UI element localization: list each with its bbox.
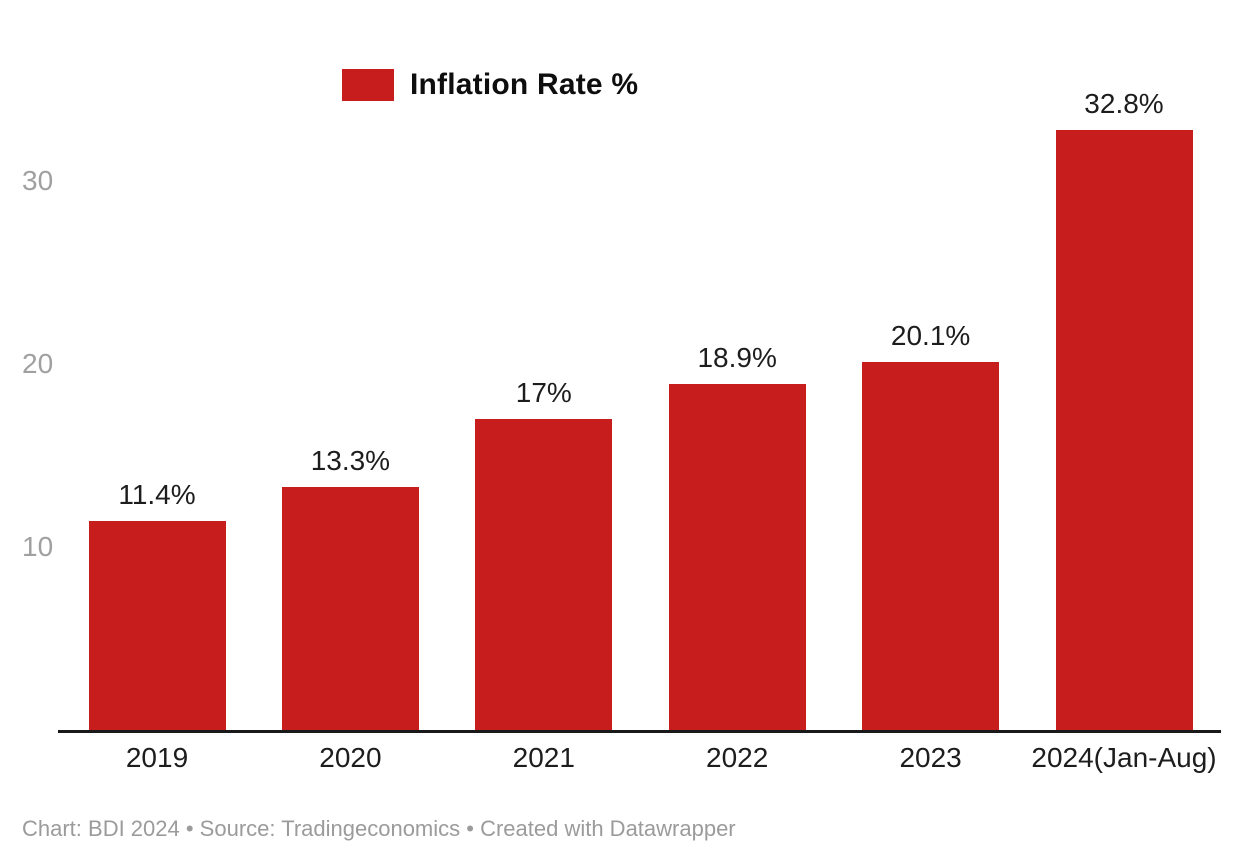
- bar-2022[interactable]: [668, 384, 806, 730]
- legend-label: Inflation Rate %: [410, 68, 639, 101]
- attribution-line: Chart: BDI 2024 • Source: Tradingeconomi…: [22, 816, 736, 841]
- bar-2020[interactable]: [281, 486, 419, 730]
- bar-value-label: 13.3%: [310, 444, 391, 476]
- y-axis-tick-label: 20: [22, 348, 54, 380]
- x-axis-label: 2023: [899, 742, 962, 773]
- x-axis-label: 2020: [319, 742, 382, 773]
- y-axis-tick-label: 30: [22, 165, 54, 197]
- y-axis-tick-label: 10: [22, 531, 54, 563]
- bar-2021[interactable]: [475, 419, 613, 730]
- legend-color-swatch: [342, 69, 394, 101]
- bar-value-label: 17%: [515, 377, 572, 409]
- x-axis-label: 2024(Jan-Aug): [1031, 742, 1217, 773]
- legend: Inflation Rate %: [342, 68, 638, 102]
- bar-2019[interactable]: [88, 521, 226, 730]
- bar-value-label: 20.1%: [890, 320, 971, 352]
- x-axis-label: 2022: [706, 742, 769, 773]
- x-axis-label: 2019: [125, 742, 189, 773]
- bar-2023[interactable]: [862, 362, 1000, 730]
- plot-area: 11.4% 2019 13.3% 2020 17% 2021 18.9% 2022 20.1% 2…: [58, 88, 1221, 773]
- bar-value-label: 18.9%: [697, 342, 777, 374]
- bar-value-label: 11.4%: [118, 479, 196, 511]
- x-axis-label: 2021: [512, 742, 575, 773]
- bar-2024(Jan-Aug)[interactable]: [1055, 130, 1193, 730]
- bar-value-label: 32.8%: [1084, 88, 1164, 119]
